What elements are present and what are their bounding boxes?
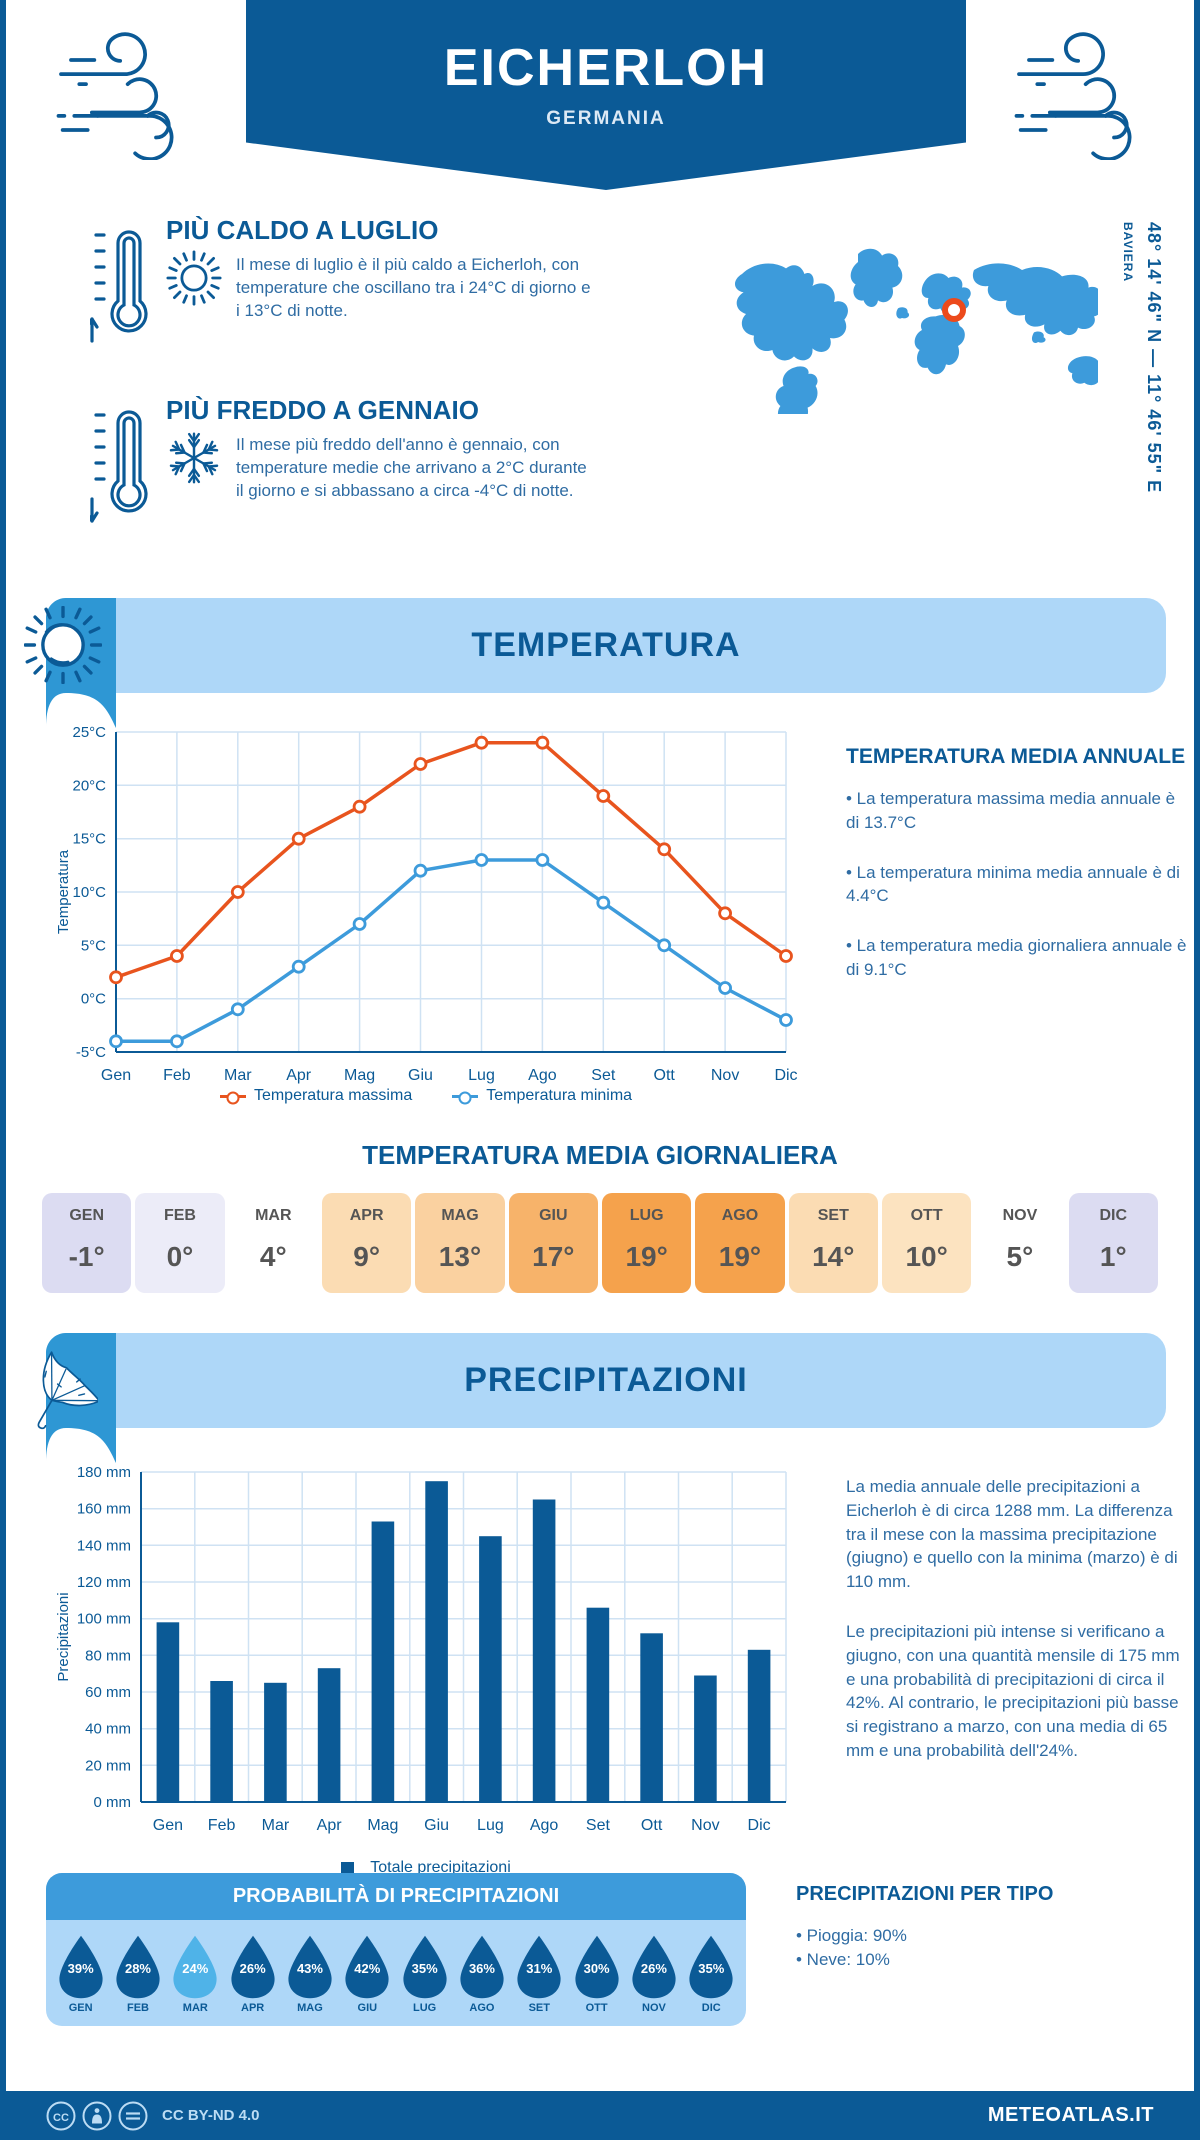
svg-text:Feb: Feb bbox=[208, 1817, 236, 1834]
svg-text:Lug: Lug bbox=[477, 1817, 504, 1834]
svg-text:Gen: Gen bbox=[101, 1067, 131, 1084]
svg-text:0°C: 0°C bbox=[81, 991, 106, 1008]
svg-text:20°C: 20°C bbox=[72, 777, 106, 794]
svg-text:Feb: Feb bbox=[163, 1067, 191, 1084]
svg-text:Ago: Ago bbox=[530, 1817, 559, 1834]
svg-text:Dic: Dic bbox=[774, 1067, 797, 1084]
svg-text:120 mm: 120 mm bbox=[77, 1574, 131, 1591]
svg-text:CC: CC bbox=[53, 2112, 69, 2124]
svg-text:Apr: Apr bbox=[286, 1067, 312, 1084]
svg-text:Set: Set bbox=[586, 1817, 611, 1834]
svg-text:Ago: Ago bbox=[528, 1067, 557, 1084]
svg-text:Giu: Giu bbox=[424, 1817, 449, 1834]
svg-text:-5°C: -5°C bbox=[76, 1044, 106, 1061]
svg-text:Set: Set bbox=[591, 1067, 616, 1084]
svg-text:80 mm: 80 mm bbox=[85, 1647, 131, 1664]
svg-text:40 mm: 40 mm bbox=[85, 1721, 131, 1738]
svg-text:Giu: Giu bbox=[408, 1067, 433, 1084]
svg-text:Mag: Mag bbox=[344, 1067, 375, 1084]
svg-text:Mar: Mar bbox=[262, 1817, 290, 1834]
svg-text:Mar: Mar bbox=[224, 1067, 252, 1084]
svg-text:Apr: Apr bbox=[317, 1817, 343, 1834]
svg-text:25°C: 25°C bbox=[72, 724, 106, 741]
svg-text:Gen: Gen bbox=[153, 1817, 183, 1834]
svg-text:Nov: Nov bbox=[691, 1817, 719, 1834]
svg-text:60 mm: 60 mm bbox=[85, 1684, 131, 1701]
svg-text:Ott: Ott bbox=[641, 1817, 663, 1834]
svg-text:Nov: Nov bbox=[711, 1067, 739, 1084]
svg-text:Ott: Ott bbox=[654, 1067, 676, 1084]
svg-text:5°C: 5°C bbox=[81, 937, 106, 954]
svg-text:Lug: Lug bbox=[468, 1067, 495, 1084]
svg-text:Mag: Mag bbox=[367, 1817, 398, 1834]
svg-text:15°C: 15°C bbox=[72, 831, 106, 848]
svg-text:20 mm: 20 mm bbox=[85, 1757, 131, 1774]
svg-text:Dic: Dic bbox=[748, 1817, 771, 1834]
svg-text:160 mm: 160 mm bbox=[77, 1501, 131, 1518]
svg-text:Temperatura: Temperatura bbox=[55, 849, 72, 934]
svg-text:0 mm: 0 mm bbox=[94, 1794, 132, 1811]
svg-text:180 mm: 180 mm bbox=[77, 1464, 131, 1481]
svg-text:100 mm: 100 mm bbox=[77, 1611, 131, 1628]
svg-text:10°C: 10°C bbox=[72, 884, 106, 901]
svg-text:140 mm: 140 mm bbox=[77, 1537, 131, 1554]
svg-text:Precipitazioni: Precipitazioni bbox=[55, 1592, 72, 1681]
